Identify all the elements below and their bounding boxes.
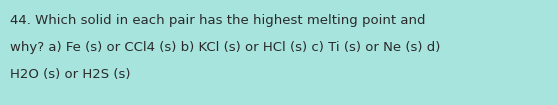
Text: 44. Which solid in each pair has the highest melting point and: 44. Which solid in each pair has the hig… [10, 14, 426, 27]
Text: why? a) Fe (s) or CCl4 (s) b) KCl (s) or HCl (s) c) Ti (s) or Ne (s) d): why? a) Fe (s) or CCl4 (s) b) KCl (s) or… [10, 41, 440, 54]
Text: H2O (s) or H2S (s): H2O (s) or H2S (s) [10, 68, 131, 81]
